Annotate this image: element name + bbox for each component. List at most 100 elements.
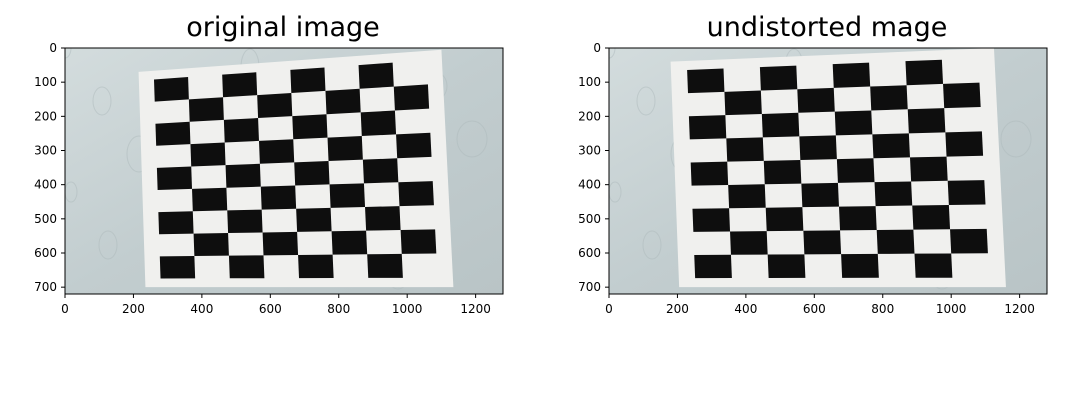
chessboard-dark-square — [188, 97, 224, 122]
chessboard-dark-square — [398, 181, 434, 207]
chessboard-dark-square — [945, 131, 984, 157]
right-panel-title: undistorted mage — [706, 12, 948, 43]
left-panel-title: original image — [186, 12, 380, 43]
chessboard-dark-square — [724, 90, 762, 116]
chessboard-dark-square — [292, 114, 328, 140]
chessboard-dark-square — [358, 62, 394, 89]
chessboard-dark-square — [688, 115, 727, 140]
x-tick-label: 1000 — [392, 302, 423, 316]
chessboard-dark-square — [950, 228, 988, 254]
wall-texture — [65, 181, 78, 203]
photo-image — [65, 48, 503, 294]
y-tick-label: 500 — [578, 212, 601, 226]
y-tick-label: 100 — [34, 75, 57, 89]
y-tick-label: 200 — [34, 109, 57, 123]
chessboard-dark-square — [914, 253, 953, 278]
chessboard-dark-square — [765, 207, 804, 232]
chessboard-dark-square — [797, 87, 835, 113]
chessboard-dark-square — [872, 133, 910, 159]
wall-texture — [1000, 120, 1032, 158]
chessboard-dark-square — [153, 77, 189, 102]
chessboard-dark-square — [759, 65, 798, 91]
y-tick-label: 0 — [49, 41, 57, 55]
chessboard-dark-square — [834, 110, 873, 136]
x-tick-label: 1200 — [1004, 302, 1035, 316]
x-tick-label: 200 — [666, 302, 689, 316]
chessboard-dark-square — [905, 59, 944, 86]
wall-texture — [456, 120, 488, 158]
chessboard-dark-square — [832, 62, 871, 88]
chessboard-dark-square — [223, 118, 259, 143]
chessboard-dark-square — [799, 135, 837, 160]
chessboard-dark-square — [943, 82, 981, 109]
y-tick-label: 500 — [34, 212, 57, 226]
y-tick-label: 700 — [34, 280, 57, 294]
chessboard-dark-square — [227, 209, 263, 234]
chessboard-dark-square — [726, 137, 764, 162]
chessboard-dark-square — [365, 206, 401, 231]
chessboard-dark-square — [156, 166, 193, 191]
chessboard-dark-square — [396, 132, 432, 159]
chessboard-dark-square — [801, 182, 839, 208]
chessboard-dark-square — [947, 180, 986, 206]
image-panel-2: 0 200 400 600 800 1000 1200 0 100 200 300 400 500 600… — [578, 41, 1048, 316]
chessboard-dark-square — [296, 207, 332, 232]
x-tick-label: 600 — [803, 302, 826, 316]
chessboard-dark-square — [225, 163, 261, 188]
chessboard-dark-square — [222, 72, 258, 98]
chessboard-dark-square — [228, 255, 265, 279]
wall-texture — [636, 86, 656, 116]
y-tick-label: 200 — [578, 109, 601, 123]
chessboard-dark-square — [258, 139, 295, 164]
wall-texture — [92, 86, 112, 116]
chessboard-dark-square — [687, 68, 725, 94]
wall-texture — [98, 230, 118, 260]
chessboard-dark-square — [400, 229, 437, 254]
chessboard-dark-square — [874, 181, 913, 207]
chessboard-dark-square — [393, 84, 430, 111]
chessboard-dark-square — [909, 156, 948, 182]
x-tick-label: 400 — [734, 302, 757, 316]
chessboard-dark-square — [257, 93, 293, 119]
chessboard-dark-square — [260, 185, 297, 210]
chessboard-dark-square — [870, 85, 908, 111]
chessboard-dark-square — [190, 142, 226, 167]
x-tick-label: 1200 — [460, 302, 491, 316]
chessboard-dark-square — [912, 205, 951, 230]
chessboard-dark-square — [838, 206, 877, 231]
image-panel-1: 0 200 400 600 800 1000 1200 0 100 200 300 400 500 600… — [34, 41, 504, 316]
chessboard-dark-square — [362, 158, 399, 184]
x-tick-label: 800 — [327, 302, 350, 316]
chessboard-dark-square — [836, 158, 875, 183]
y-tick-label: 100 — [578, 75, 601, 89]
y-tick-label: 400 — [34, 178, 57, 192]
chessboard-dark-square — [159, 256, 196, 279]
chessboard-dark-square — [690, 161, 729, 186]
chessboard-dark-square — [158, 211, 194, 235]
chessboard-dark-square — [803, 230, 842, 255]
chessboard-dark-square — [692, 208, 731, 232]
chessboard-dark-square — [155, 121, 191, 146]
chessboard-dark-square — [694, 254, 732, 279]
chessboard-dark-square — [294, 161, 330, 186]
x-tick-label: 400 — [190, 302, 213, 316]
y-tick-label: 300 — [578, 144, 601, 158]
chessboard-dark-square — [298, 254, 334, 279]
chessboard-dark-square — [761, 112, 800, 138]
chessboard-dark-square — [360, 110, 397, 137]
chessboard-dark-square — [290, 67, 326, 94]
x-tick-label: 600 — [259, 302, 282, 316]
chessboard-dark-square — [763, 159, 802, 185]
chessboard-dark-square — [192, 187, 228, 212]
wall-texture — [609, 181, 622, 203]
y-tick-label: 600 — [34, 246, 57, 260]
y-tick-label: 400 — [578, 178, 601, 192]
x-tick-label: 200 — [122, 302, 145, 316]
x-tick-label: 800 — [871, 302, 894, 316]
wall-texture — [642, 230, 662, 260]
chessboard-dark-square — [876, 229, 915, 254]
y-tick-label: 300 — [34, 144, 57, 158]
x-tick-label: 0 — [61, 302, 69, 316]
y-tick-label: 700 — [578, 280, 601, 294]
